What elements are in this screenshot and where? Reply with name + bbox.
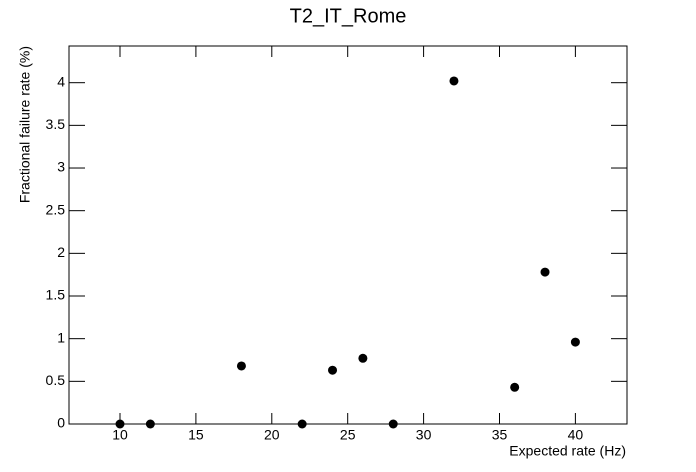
point [115,419,125,429]
y-tick-label: 3 [57,159,65,175]
chart-title: T2_IT_Rome [290,5,407,27]
x-tick-label: 35 [492,427,508,443]
point [358,353,368,363]
x-tick-label: 40 [568,427,584,443]
y-tick-label: 1 [57,329,65,345]
y-tick-label: 2.5 [46,201,66,217]
point [510,382,520,392]
x-tick-label: 10 [112,427,128,443]
x-tick-label: 25 [340,427,356,443]
point [388,419,398,429]
x-axis-label: Expected rate (Hz) [509,443,626,459]
y-tick-label: 0.5 [46,372,66,388]
x-tick-label: 15 [188,427,204,443]
point [540,267,550,277]
point [328,365,338,375]
point [297,419,307,429]
plot-frame [68,45,628,425]
point [570,337,580,347]
point [236,361,246,371]
x-tick-label: 30 [416,427,432,443]
y-tick-label: 2 [57,244,65,260]
point [449,76,459,86]
y-tick-label: 1.5 [46,287,66,303]
point [145,419,155,429]
y-tick-label: 3.5 [46,116,66,132]
x-tick-label: 20 [264,427,280,443]
y-tick-label: 4 [57,73,65,89]
y-axis-label: Fractional failure rate (%) [17,46,33,203]
y-tick-label: 0 [57,415,65,431]
